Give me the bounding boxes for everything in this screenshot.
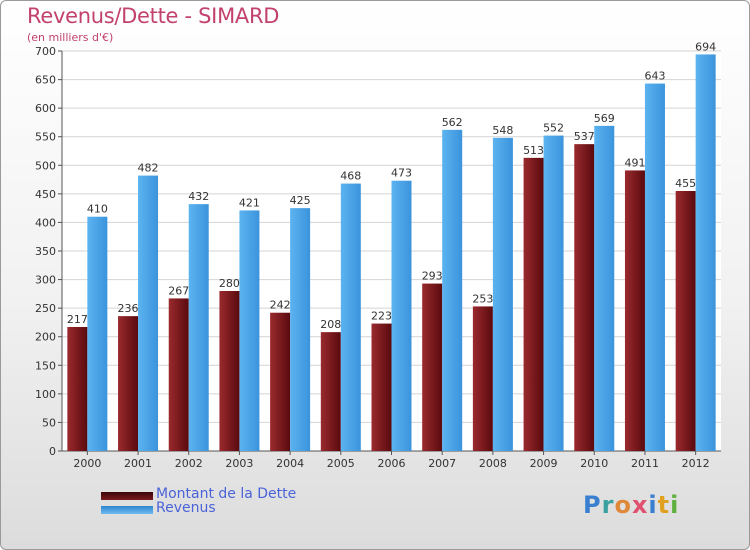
y-tick-label: 300 (35, 274, 56, 287)
y-tick-label: 450 (35, 188, 56, 201)
bar-revenue-2011 (644, 83, 665, 452)
bar-debt-2004 (270, 312, 291, 451)
data-label-debt-2009: 513 (523, 144, 544, 157)
bar-revenue-2009 (543, 135, 564, 452)
y-tick-label: 100 (35, 388, 56, 401)
bar-debt-2002 (168, 298, 189, 451)
x-tick-label-2011: 2011 (631, 457, 659, 470)
data-label-debt-2007: 293 (422, 270, 443, 283)
y-tick-label: 650 (35, 74, 56, 87)
data-label-debt-2002: 267 (168, 284, 189, 297)
data-label-debt-2012: 455 (675, 177, 696, 190)
data-label-debt-2004: 242 (270, 299, 291, 312)
data-label-revenue-2004: 425 (290, 194, 311, 207)
y-tick-label: 350 (35, 245, 56, 258)
y-tick-label: 600 (35, 102, 56, 115)
data-label-debt-2005: 208 (320, 318, 341, 331)
bar-revenue-2007 (442, 129, 463, 451)
bar-revenue-2006 (391, 180, 412, 451)
bar-revenue-2008 (492, 137, 513, 451)
bar-debt-2001 (118, 316, 139, 451)
data-label-debt-2011: 491 (624, 156, 645, 169)
bar-revenue-2001 (138, 175, 159, 452)
chart-title: Revenus/Dette - SIMARD (27, 4, 280, 28)
y-tick-label: 250 (35, 302, 56, 315)
bar-revenue-2000 (87, 216, 108, 451)
x-tick-label-2010: 2010 (580, 457, 608, 470)
bar-debt-2012 (675, 191, 696, 451)
x-tick-label-2002: 2002 (175, 457, 203, 470)
data-label-debt-2010: 537 (574, 130, 595, 143)
bar-revenue-2003 (239, 210, 260, 451)
chart-subtitle: (en milliers d'€) (27, 31, 114, 44)
x-tick-label-2012: 2012 (682, 457, 710, 470)
y-tick-label: 0 (49, 445, 56, 458)
bar-revenue-2012 (695, 54, 716, 452)
bar-debt-2003 (219, 291, 240, 451)
x-tick-label-2000: 2000 (73, 457, 101, 470)
bar-revenue-2002 (188, 204, 209, 451)
legend-label-debt: Montant de la Dette (156, 486, 297, 502)
x-tick-label-2005: 2005 (327, 457, 355, 470)
data-label-revenue-2008: 548 (492, 124, 513, 137)
x-tick-label-2009: 2009 (530, 457, 558, 470)
data-label-revenue-2002: 432 (188, 190, 209, 203)
bar-debt-2000 (67, 327, 88, 451)
data-label-revenue-2000: 410 (87, 203, 108, 216)
data-label-debt-2006: 223 (371, 310, 392, 323)
y-tick-label: 200 (35, 331, 56, 344)
bar-debt-2007 (422, 283, 443, 451)
data-label-debt-2003: 280 (219, 277, 240, 290)
x-tick-label-2008: 2008 (479, 457, 507, 470)
y-tick-label: 700 (35, 45, 56, 58)
data-label-debt-2001: 236 (118, 302, 139, 315)
legend-label-revenue: Revenus (156, 500, 216, 516)
x-tick-label-2001: 2001 (124, 457, 152, 470)
y-tick-label: 50 (42, 416, 56, 429)
data-label-revenue-2011: 643 (644, 70, 665, 83)
data-label-revenue-2001: 482 (138, 162, 159, 175)
x-tick-label-2007: 2007 (428, 457, 456, 470)
bar-debt-2011 (624, 170, 645, 451)
legend-swatch-revenue (101, 506, 153, 514)
x-tick-label-2004: 2004 (276, 457, 304, 470)
bar-debt-2006 (371, 323, 392, 451)
bar-debt-2010 (574, 144, 595, 451)
data-label-revenue-2012: 694 (695, 40, 716, 53)
y-tick-label: 550 (35, 131, 56, 144)
bar-debt-2005 (320, 332, 341, 451)
x-tick-label-2003: 2003 (225, 457, 253, 470)
y-tick-label: 150 (35, 359, 56, 372)
bar-revenue-2005 (340, 183, 361, 452)
data-label-revenue-2003: 421 (239, 196, 260, 209)
data-label-debt-2000: 217 (67, 313, 88, 326)
x-tick-label-2006: 2006 (378, 457, 406, 470)
data-label-revenue-2005: 468 (340, 170, 361, 183)
data-label-revenue-2006: 473 (391, 167, 412, 180)
y-tick-label: 500 (35, 159, 56, 172)
proxiti-logo: Proxiti (583, 491, 680, 519)
bar-revenue-2004 (290, 208, 311, 451)
data-label-debt-2008: 253 (472, 292, 493, 305)
legend-swatch-debt (101, 492, 153, 500)
y-tick-label: 400 (35, 216, 56, 229)
data-label-revenue-2009: 552 (543, 122, 564, 135)
data-label-revenue-2010: 569 (594, 112, 615, 125)
bar-debt-2008 (472, 306, 493, 451)
bar-revenue-2010 (594, 125, 615, 451)
data-label-revenue-2007: 562 (442, 116, 463, 129)
bar-debt-2009 (523, 157, 544, 451)
